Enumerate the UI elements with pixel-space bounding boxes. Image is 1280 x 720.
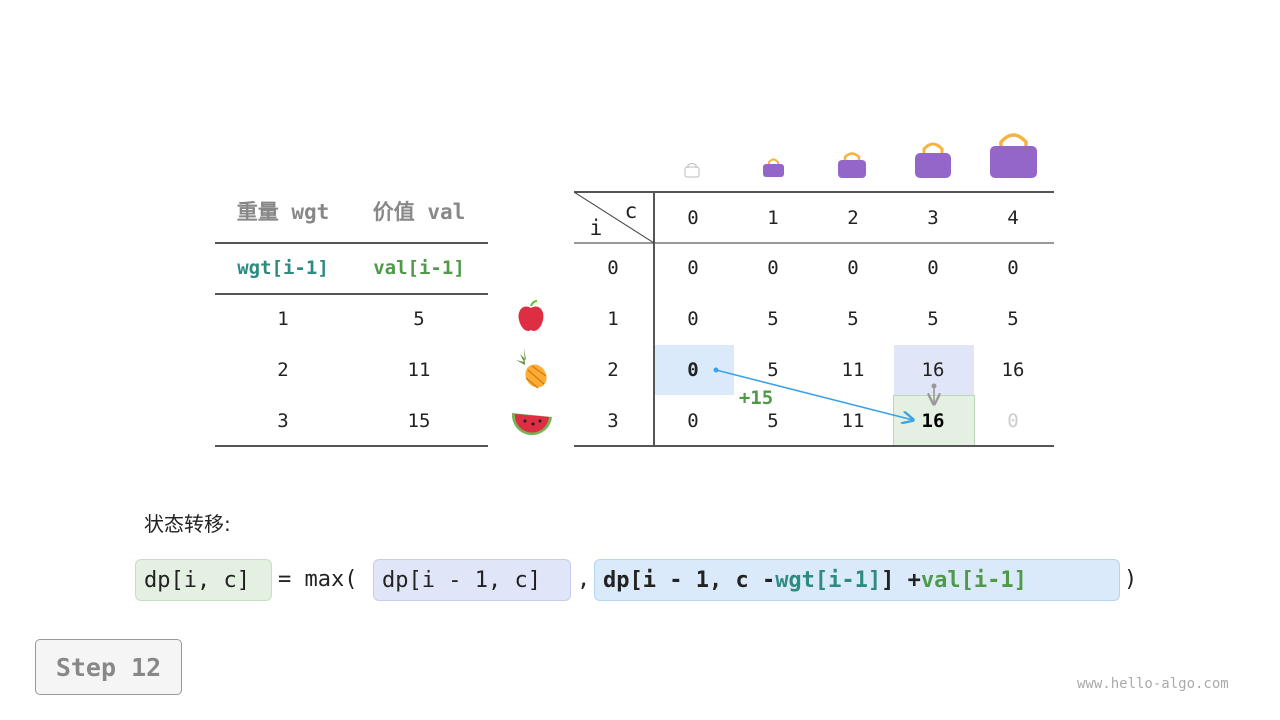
- value-gain-annotation: +15: [738, 387, 774, 409]
- dp-cell: 11: [841, 359, 865, 381]
- row-label: 1: [607, 308, 619, 330]
- corner-c-label: c: [624, 199, 638, 223]
- capacity-header: 1: [767, 207, 779, 229]
- table-top-border: [574, 191, 1054, 193]
- dp-cell: 0: [1007, 410, 1019, 432]
- transition-label: 状态转移:: [144, 512, 231, 536]
- pineapple-icon: [516, 348, 547, 389]
- dp-cell: 0: [927, 257, 939, 279]
- table-bottom-border: [574, 445, 1054, 447]
- row-label: 0: [607, 257, 619, 279]
- formula-wgt: wgt[i-1]: [775, 567, 882, 593]
- formula-close: ): [1124, 567, 1138, 592]
- dp-cell: 5: [767, 410, 779, 432]
- highlight-source-cell: [654, 345, 734, 395]
- capacity-header: 0: [687, 207, 699, 229]
- watermark: www.hello-algo.com: [1077, 676, 1229, 692]
- formula-option-take: dp[i - 1, c - wgt[i-1]] + val[i-1]: [594, 559, 1120, 601]
- header-weight: 重量 wgt: [236, 200, 330, 224]
- item-value: 5: [413, 308, 425, 330]
- divider: [215, 242, 488, 244]
- bag-icon-1: [763, 158, 784, 177]
- header-value: 价值 val: [372, 200, 466, 224]
- dp-cell: 5: [847, 308, 859, 330]
- dp-cell: 0: [687, 410, 699, 432]
- apple-icon: [518, 300, 544, 331]
- dp-cell: 16: [921, 410, 945, 432]
- divider: [215, 293, 488, 295]
- bag-icon-4: [990, 133, 1037, 178]
- formula-max: = max(: [278, 567, 358, 592]
- dp-cell: 0: [687, 308, 699, 330]
- formula-comma: ,: [577, 567, 591, 592]
- dp-cell: 5: [767, 308, 779, 330]
- formula-take-part: dp[i - 1, c -: [603, 567, 776, 593]
- table-vertical-border: [653, 192, 655, 446]
- dp-cell: 11: [841, 410, 865, 432]
- bag-icon-3: [915, 142, 951, 178]
- watermelon-icon: [511, 413, 552, 436]
- step-button[interactable]: Step 12: [35, 639, 182, 695]
- empty-bag-icon: [684, 163, 700, 178]
- arrow-take-item: [715, 369, 913, 420]
- formula-val: val[i-1]: [920, 567, 1027, 593]
- item-value: 11: [407, 359, 431, 381]
- dp-cell: 0: [1007, 257, 1019, 279]
- formula-lhs: dp[i, c]: [135, 559, 272, 601]
- subheader-wgt: wgt[i-1]: [237, 257, 329, 279]
- dp-cell: 0: [767, 257, 779, 279]
- corner-i-label: i: [589, 216, 603, 240]
- corner-diagonal: [574, 192, 654, 243]
- dp-cell: 16: [921, 359, 945, 381]
- dp-cell: 5: [767, 359, 779, 381]
- dp-cell: 0: [687, 359, 699, 381]
- item-value: 15: [407, 410, 431, 432]
- formula-take-part: ] +: [881, 567, 921, 593]
- bag-icon-2: [838, 152, 866, 178]
- dp-cell: 16: [1001, 359, 1025, 381]
- formula-option-skip: dp[i - 1, c]: [373, 559, 571, 601]
- row-label: 3: [607, 410, 619, 432]
- item-weight: 1: [277, 308, 289, 330]
- item-weight: 3: [277, 410, 289, 432]
- subheader-val: val[i-1]: [373, 257, 465, 279]
- capacity-header: 2: [847, 207, 859, 229]
- item-weight: 2: [277, 359, 289, 381]
- capacity-header: 4: [1007, 207, 1019, 229]
- step-label: Step 12: [55, 652, 162, 682]
- divider: [215, 445, 488, 447]
- row-label: 2: [607, 359, 619, 381]
- table-header-border: [574, 242, 1054, 244]
- capacity-header: 3: [927, 207, 939, 229]
- dp-cell: 0: [847, 257, 859, 279]
- dp-cell: 5: [1007, 308, 1019, 330]
- dp-cell: 5: [927, 308, 939, 330]
- dp-cell: 0: [687, 257, 699, 279]
